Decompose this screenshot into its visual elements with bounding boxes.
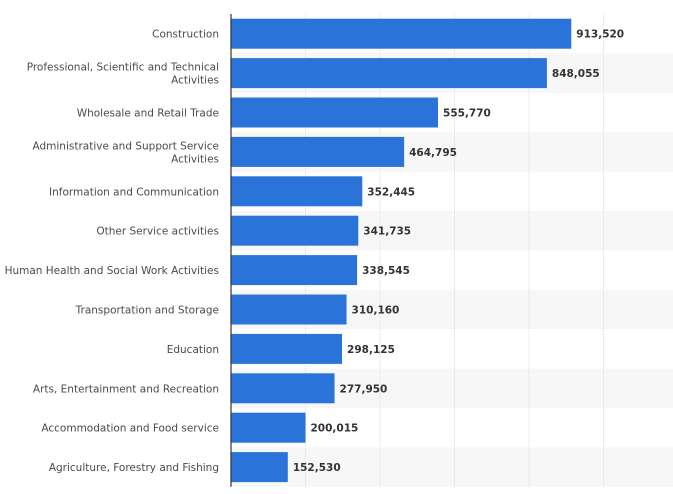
category-label: Human Health and Social Work Activities	[5, 265, 219, 277]
data-label: 555,770	[443, 108, 491, 120]
bar	[231, 176, 363, 207]
data-label: 298,125	[347, 344, 395, 356]
category-label: Wholesale and Retail Trade	[77, 108, 219, 120]
bar	[231, 255, 358, 286]
data-label: 200,015	[311, 423, 359, 435]
category-label: Education	[167, 344, 219, 356]
category-label: Arts, Entertainment and Recreation	[33, 383, 219, 395]
bar	[231, 97, 439, 128]
data-label: 352,445	[367, 186, 415, 198]
category-label: Transportation and Storage	[75, 305, 219, 317]
bar	[231, 373, 335, 404]
category-label: Information and Communication	[49, 186, 219, 198]
category-label: Professional, Scientific and Technical	[27, 62, 219, 74]
data-label: 277,950	[340, 383, 388, 395]
bar	[231, 215, 359, 246]
data-label: 464,795	[409, 147, 457, 159]
category-label: Construction	[152, 29, 219, 41]
data-label: 338,545	[362, 265, 410, 277]
data-label: 848,055	[552, 68, 600, 80]
category-label: Accommodation and Food service	[41, 423, 219, 435]
data-label: 913,520	[576, 29, 624, 41]
bar	[231, 452, 288, 483]
data-label: 310,160	[352, 305, 400, 317]
bar	[231, 333, 343, 364]
bar	[231, 58, 547, 89]
data-label: 152,530	[293, 462, 341, 474]
category-label: Other Service activities	[96, 226, 219, 238]
row-band	[231, 447, 673, 487]
bar	[231, 18, 572, 49]
data-label: 341,735	[363, 226, 411, 238]
bar	[231, 294, 347, 325]
category-label: Administrative and Support Service	[32, 140, 219, 152]
bar	[231, 412, 306, 443]
category-label: Activities	[171, 153, 219, 165]
category-label: Agriculture, Forestry and Fishing	[49, 462, 219, 474]
category-label: Activities	[171, 75, 219, 87]
bar	[231, 136, 405, 167]
